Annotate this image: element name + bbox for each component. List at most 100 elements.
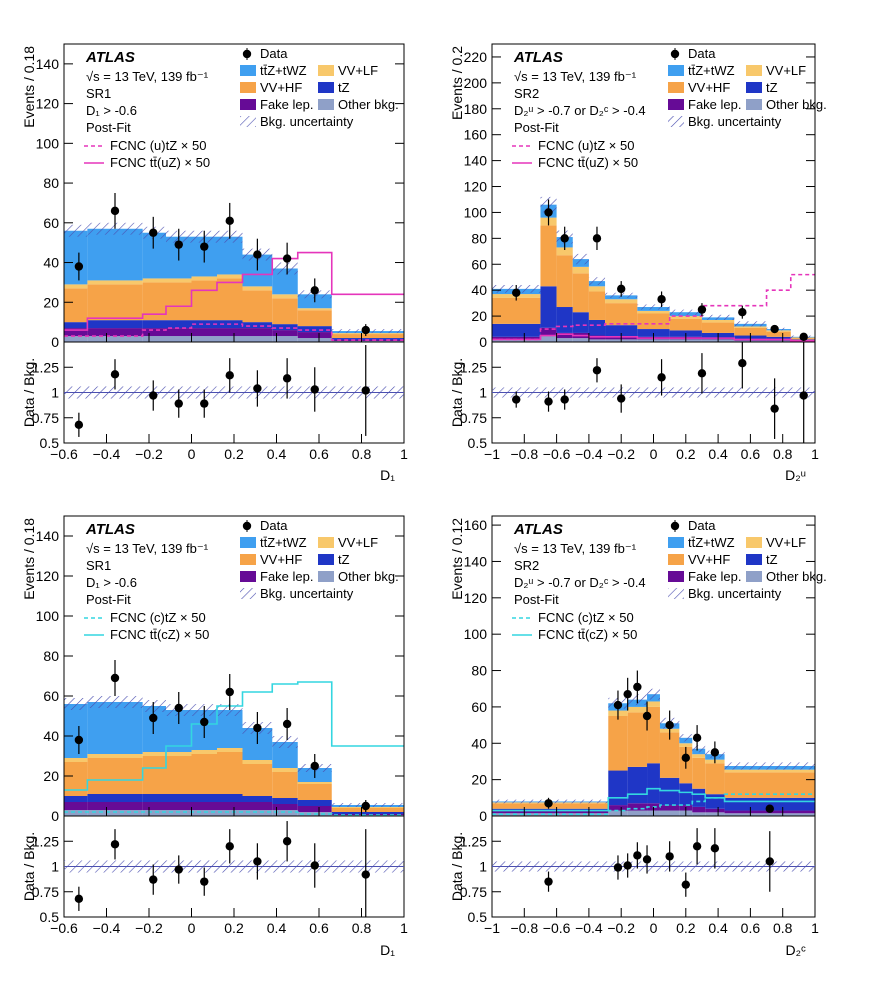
info-line-0: √s = 13 TeV, 139 fb⁻¹ (86, 69, 209, 84)
data-point-4 (642, 711, 652, 721)
bar-vvlf-8 (297, 308, 332, 311)
ratio-point-4 (617, 394, 626, 403)
bar-ttz-0 (64, 704, 88, 758)
xtick-label-8: 0.6 (741, 446, 761, 462)
data-point-5 (225, 216, 234, 226)
bar-vvhf-8 (701, 322, 735, 333)
uncert-band-0 (64, 224, 88, 237)
bar-other-5 (217, 810, 243, 816)
bar-tz-5 (679, 783, 693, 806)
ratio-point-3 (174, 399, 183, 408)
bar-other-3 (572, 338, 589, 342)
uncert-band-3 (647, 688, 660, 700)
xtick-label-2: −0.6 (543, 446, 571, 462)
signal-dashed-line (492, 793, 815, 815)
bar-other-0 (64, 336, 88, 342)
legend-label-data: Data (260, 518, 288, 533)
ratio-point-7 (282, 374, 292, 383)
data-point-9 (361, 325, 370, 335)
bar-other-7 (272, 810, 298, 816)
bar-vvhf-5 (605, 303, 638, 326)
xtick-label-2: −0.6 (543, 920, 571, 936)
uncert-band-1 (87, 222, 143, 235)
bar-other-1 (608, 810, 628, 816)
bar-vvhf-6 (242, 290, 273, 323)
bar-tz-7 (272, 324, 298, 331)
data-point-0 (74, 262, 84, 271)
ratio-point-6 (253, 384, 262, 393)
ratio-point-2 (149, 391, 158, 400)
bar-vvhf-4 (191, 280, 217, 321)
xtick-label-7: 0.8 (352, 446, 372, 462)
ratio-point-9 (361, 386, 370, 395)
ytick-label-7: 140 (36, 528, 60, 544)
bar-tz-0 (64, 796, 88, 802)
bar-other-2 (142, 336, 166, 342)
uncert-band-7 (669, 309, 702, 315)
bar-vvhf-4 (191, 754, 217, 794)
info-line-2: D₁ > -0.6 (86, 575, 137, 590)
bar-vvhf-9 (331, 808, 404, 812)
uncert-band-8 (724, 762, 815, 770)
legend-hatch-swatch (668, 116, 684, 127)
data-point-7 (282, 719, 292, 729)
chart-top-left: 0 20 40 60 80 100 120 140 0.5 0.75 1 1.25 −0.6 −0.4 −0… (21, 43, 408, 483)
ratio-ytick-label-3: 1.25 (460, 359, 487, 375)
ratio-ytick-label-3: 1.25 (460, 833, 487, 849)
legend-label-hatch: Bkg. uncertainty (688, 114, 782, 129)
bar-tz-3 (572, 312, 589, 333)
bar-other-5 (217, 336, 243, 342)
ratio-point-0 (512, 395, 521, 404)
bar-tz-6 (242, 796, 273, 802)
bar-vvhf-7 (272, 298, 298, 325)
xtick-label-3: −0.4 (575, 920, 603, 936)
legend-label-fake: Fake lep. (688, 97, 741, 112)
data-point-4 (200, 717, 209, 727)
bar-fake-7 (705, 808, 725, 813)
data-point-3 (174, 703, 183, 713)
bar-vvhf-1 (540, 225, 557, 287)
legend-swatch-other (318, 571, 334, 582)
bar-other-1 (540, 335, 557, 342)
ratio-point-3 (174, 865, 183, 874)
ratio-point-5 (665, 852, 674, 861)
xtick-label-3: −0.4 (575, 446, 603, 462)
xtick-label-0: −0.6 (50, 920, 78, 936)
xtick-label-1: −0.4 (93, 920, 121, 936)
ratio-ytick-label-1: 0.75 (32, 884, 59, 900)
bar-tz-0 (492, 808, 609, 811)
legend-label-vvhf: VV+HF (260, 80, 302, 95)
legend-label-signal-solid: FCNC tt̄(uZ) × 50 (538, 155, 638, 170)
bar-vvlf-6 (242, 286, 273, 291)
bar-fake-9 (331, 814, 404, 815)
atlas-label: ATLAS (85, 521, 135, 538)
bar-other-0 (492, 339, 541, 342)
data-point-8 (770, 324, 779, 334)
y-axis-label: Events / 0.18 (21, 518, 37, 600)
ratio-point-2 (560, 395, 569, 404)
ratio-point-5 (225, 842, 234, 851)
bar-tz-1 (87, 794, 143, 802)
ratio-ytick-label-0: 0.5 (40, 909, 60, 925)
bar-vvlf-6 (637, 310, 670, 314)
bar-vvlf-4 (588, 286, 606, 292)
legend-label-signal-solid: FCNC tt̄(cZ) × 50 (538, 627, 637, 642)
ytick-label-2: 40 (471, 735, 487, 751)
xtick-label-7: 0.8 (352, 920, 372, 936)
ratio-point-8 (710, 844, 720, 853)
ratio-point-3 (633, 851, 642, 860)
legend-swatch-tz (318, 554, 334, 565)
bar-vvhf-1 (87, 758, 143, 794)
bar-vvlf-2 (142, 278, 166, 283)
ytick-label-5: 100 (464, 204, 488, 220)
legend-label-vvhf: VV+HF (688, 552, 730, 567)
bar-fake-3 (166, 802, 192, 810)
legend-label-ttz: tt̄Z+tWZ (260, 63, 307, 78)
bar-vvhf-5 (217, 278, 243, 321)
legend-label-other: Other bkg. (766, 569, 827, 584)
data-point-6 (697, 305, 707, 314)
ytick-label-3: 60 (471, 256, 487, 272)
bar-vvhf-7 (669, 318, 702, 331)
ratio-point-2 (149, 875, 158, 884)
ratio-point-0 (74, 420, 84, 430)
